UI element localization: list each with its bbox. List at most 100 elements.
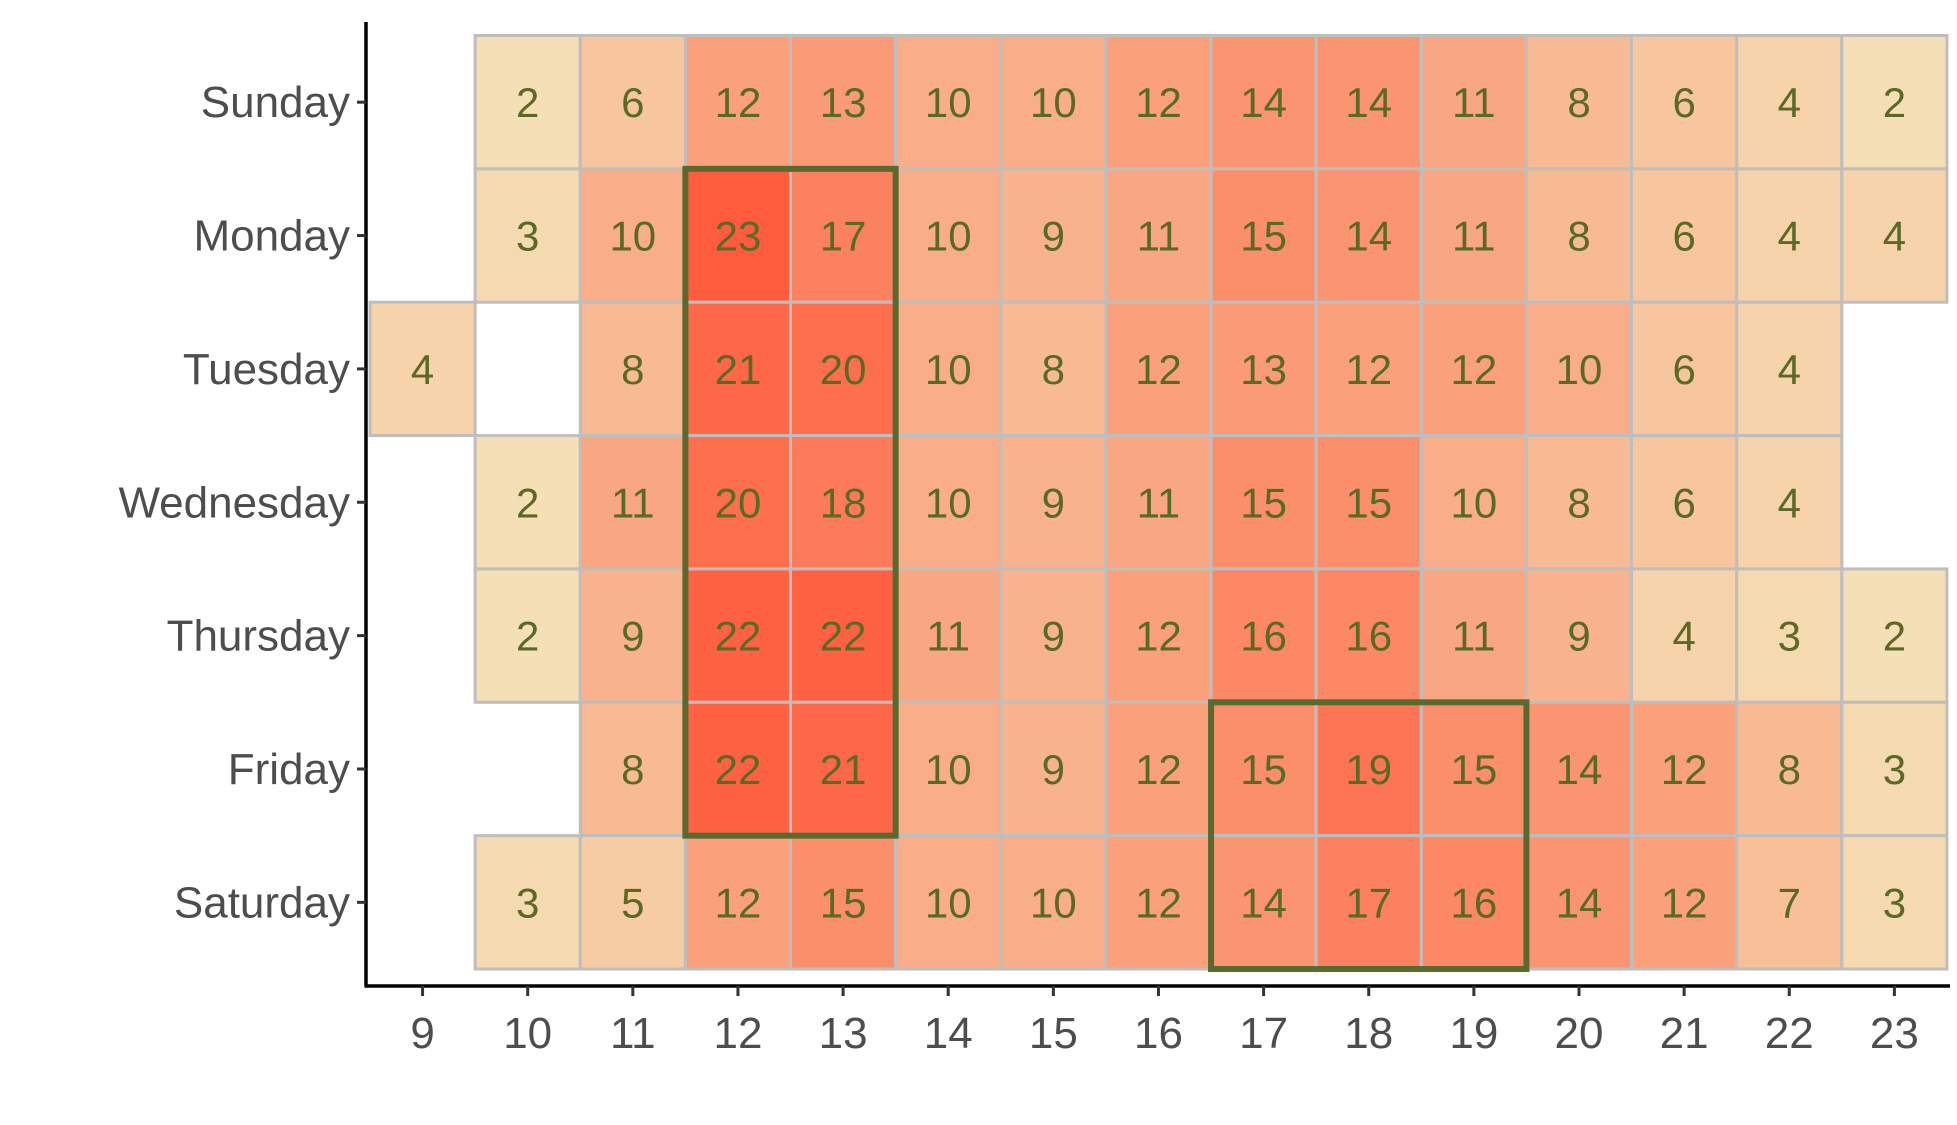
heatmap-cell: 15 — [789, 834, 898, 971]
heatmap-cell-label: 10 — [1451, 479, 1498, 526]
heatmap-cell: 5 — [578, 834, 687, 971]
heatmap-cell-rect — [473, 34, 582, 171]
heatmap-cell-label: 7 — [1778, 879, 1801, 926]
heatmap-cell-label: 9 — [1567, 613, 1590, 660]
heatmap-cell: 2 — [473, 434, 582, 571]
highlight-boxes — [682, 165, 1530, 973]
heatmap-cell-label: 8 — [1042, 346, 1065, 393]
heatmap-cell: 15 — [1314, 434, 1423, 571]
heatmap-cell-label: 12 — [1345, 346, 1392, 393]
heatmap-cell-label: 2 — [1883, 613, 1906, 660]
x-tick-label: 11 — [610, 1009, 656, 1058]
heatmap-cell-label: 12 — [1135, 346, 1182, 393]
heatmap-cell: 4 — [1735, 300, 1844, 438]
heatmap-cell: 15 — [1209, 167, 1318, 304]
heatmap-cell-label: 5 — [621, 879, 644, 926]
heatmap-cell-label: 15 — [1240, 213, 1287, 260]
heatmap-cell-rect — [789, 434, 898, 571]
heatmap-cell-rect — [1630, 34, 1739, 171]
heatmap-cell: 6 — [1630, 434, 1739, 571]
heatmap-cell-label: 15 — [820, 879, 867, 926]
heatmap-cell-label: 9 — [1042, 213, 1065, 260]
heatmap-cell-label: 14 — [1556, 879, 1603, 926]
heatmap-cell: 4 — [1735, 167, 1844, 304]
heatmap-cell-label: 10 — [925, 746, 972, 793]
heatmap-cell-label: 6 — [1672, 479, 1695, 526]
heatmap-cell: 14 — [1209, 834, 1318, 971]
heatmap-cell-rect — [1419, 834, 1528, 971]
heatmap-cell-rect — [999, 34, 1108, 171]
heatmap-cell: 10 — [999, 34, 1108, 171]
heatmap-cell: 17 — [1314, 834, 1423, 971]
heatmap-cell-rect — [1209, 834, 1318, 971]
heatmap-cell: 10 — [1524, 300, 1634, 438]
heatmap-cell-label: 23 — [715, 213, 762, 260]
x-tick-label: 10 — [503, 1009, 552, 1058]
heatmap-cell-label: 9 — [621, 613, 644, 660]
heatmap-cell-label: 14 — [1556, 746, 1603, 793]
x-tick-label: 12 — [713, 1009, 762, 1058]
heatmap-cell: 6 — [578, 34, 687, 171]
heatmap-cell-rect — [1314, 300, 1423, 438]
heatmap-cell-label: 8 — [1778, 746, 1801, 793]
heatmap-cell: 14 — [1209, 34, 1318, 171]
y-tick-label: Friday — [228, 745, 350, 794]
heatmap-cell-rect — [683, 834, 793, 971]
heatmap-cell-label: 11 — [1452, 79, 1496, 126]
heatmap-cell-rect — [894, 567, 1003, 704]
heatmap-cell-label: 10 — [1030, 879, 1077, 926]
heatmap-cell: 17 — [789, 167, 898, 304]
heatmap-cell-label: 4 — [1778, 346, 1801, 393]
heatmap-cell-label: 21 — [715, 346, 762, 393]
heatmap-cell: 12 — [1104, 300, 1213, 438]
heatmap-cell-label: 2 — [516, 479, 539, 526]
x-tick-label: 14 — [924, 1009, 973, 1058]
x-tick-label: 22 — [1765, 1009, 1814, 1058]
heatmap-cell-label: 11 — [1137, 213, 1181, 260]
heatmap-cell-label: 8 — [621, 746, 644, 793]
heatmap-cell-rect — [1735, 567, 1844, 704]
heatmap-cell-label: 3 — [516, 213, 539, 260]
heatmap-cell-label: 14 — [1240, 79, 1287, 126]
heatmap-cell: 4 — [1630, 567, 1739, 704]
heatmap-cell: 10 — [894, 300, 1003, 438]
heatmap-cell-label: 12 — [715, 79, 762, 126]
heatmap-cell: 21 — [683, 300, 793, 438]
heatmap-cell-rect — [1419, 434, 1528, 571]
heatmap-cell-label: 22 — [820, 613, 867, 660]
heatmap-cell: 11 — [1104, 434, 1213, 571]
heatmap-cell: 3 — [1735, 567, 1844, 704]
heatmap-cell: 11 — [1419, 34, 1528, 171]
heatmap-cell: 6 — [1630, 300, 1739, 438]
heatmap-cell: 21 — [789, 700, 898, 838]
heatmap-cell-rect — [1630, 700, 1739, 838]
heatmap-cell-label: 9 — [1042, 613, 1065, 660]
heatmap-cell-label: 16 — [1345, 613, 1392, 660]
x-axis-ticks: 9 10 11 12 13 14 15 16 17 18 19 20 21 22 23 — [410, 986, 1919, 1058]
heatmap-cell: 4 — [1840, 167, 1949, 304]
heatmap-cell-label: 4 — [1778, 479, 1801, 526]
heatmap-cell-rect — [894, 834, 1003, 971]
heatmap-cell: 8 — [1735, 700, 1844, 838]
highlight-box — [682, 165, 899, 839]
heatmap-cell: 4 — [1735, 34, 1844, 171]
heatmap-cell: 12 — [1104, 567, 1213, 704]
heatmap-cell: 12 — [1104, 34, 1213, 171]
heatmap-cell: 9 — [999, 167, 1108, 304]
heatmap-cell-rect — [1840, 567, 1949, 704]
heatmap-cell-label: 2 — [516, 613, 539, 660]
heatmap-cell-label: 2 — [1883, 79, 1906, 126]
heatmap-cell-label: 11 — [611, 479, 655, 526]
heatmap-cell-label: 3 — [1778, 613, 1801, 660]
heatmap-cell: 14 — [1314, 34, 1423, 171]
heatmap-cell-rect — [1630, 434, 1739, 571]
heatmap-cell: 3 — [1840, 700, 1949, 838]
heatmap-cell-label: 2 — [516, 79, 539, 126]
heatmap-cell: 7 — [1735, 834, 1844, 971]
heatmap-cell-rect — [789, 167, 898, 304]
heatmap-cell-label: 10 — [925, 213, 972, 260]
heatmap-cell-label: 4 — [1778, 213, 1801, 260]
heatmap-cell-rect — [1209, 434, 1318, 571]
heatmap-cell-rect — [368, 300, 477, 438]
heatmap-cell: 3 — [473, 834, 582, 971]
